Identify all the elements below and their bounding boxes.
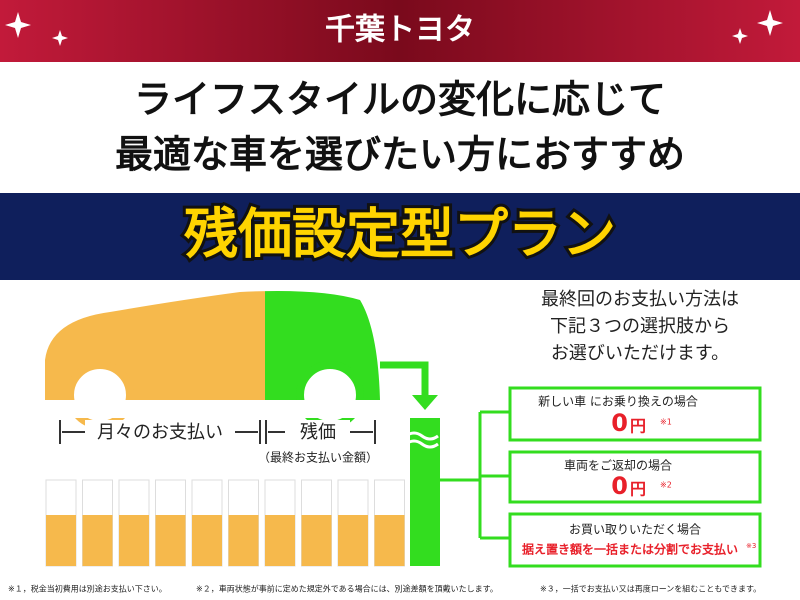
residual-bar — [410, 418, 440, 566]
connectors — [440, 410, 510, 540]
headline: ライフスタイルの変化に応じて — [134, 78, 666, 122]
bar-segment — [155, 515, 186, 566]
bar-segment — [119, 515, 149, 566]
footnote: ※１，税金当初費用は別途お支払い下さい。 — [8, 584, 167, 594]
option-amount: 0 — [611, 472, 628, 500]
bar-segment — [265, 515, 295, 566]
header-band — [0, 0, 800, 62]
footnote: ※２，車両状態が事前に定めた規定外である場合には、別途差額を頂戴いたします。 — [196, 584, 498, 594]
payment-bars — [45, 479, 405, 567]
option: 車両をご返却の場合 0 円 ※2 — [508, 450, 762, 504]
bar-segment — [301, 515, 332, 566]
option-amount: 0 — [611, 409, 628, 437]
option-detail: 据え置き額を一括または分割でお支払い — [522, 542, 738, 557]
banner-title: 残価設定型プラン — [183, 203, 616, 266]
bar-segment — [374, 515, 405, 566]
option-note: ※3 — [746, 542, 756, 550]
brand: 千葉トヨタ — [325, 13, 475, 48]
residual-label: 残価 — [300, 422, 336, 443]
option-note: ※2 — [660, 481, 672, 490]
bar-segment — [46, 515, 76, 566]
flow-arrow — [380, 361, 429, 400]
intro: 下記３つの選択肢から — [550, 316, 730, 337]
footnote: ※３，一括でお支払い又は再度ローンを組むこともできます。 — [540, 584, 761, 594]
bar-segment — [338, 515, 368, 566]
headline: 最適な車を選びたい方におすすめ — [115, 133, 685, 177]
option-title: お買い取りいただく場合 — [569, 523, 701, 537]
monthly-label: 月々のお支払い — [97, 422, 223, 443]
option: 新しい車 にお乗り換えの場合 0 円 ※1 — [508, 386, 762, 442]
option: お買い取りいただく場合 据え置き額を一括または分割でお支払い ※3 — [508, 512, 762, 568]
option-note: ※1 — [660, 418, 672, 427]
sparkles — [5, 10, 783, 46]
residual-sub: （最終お支払い金額） — [258, 450, 378, 465]
option-unit: 円 — [630, 417, 646, 436]
intro: 最終回のお支払い方法は — [541, 289, 739, 310]
intro: お選びいただけます。 — [551, 343, 729, 364]
option-unit: 円 — [630, 480, 646, 499]
bar-segment — [82, 515, 113, 566]
bar-segment — [192, 515, 222, 566]
option-title: 車両をご返却の場合 — [564, 458, 672, 473]
bar-segment — [228, 515, 259, 566]
option-title: 新しい車 にお乗り換えの場合 — [538, 395, 698, 409]
banner-band — [0, 193, 800, 280]
